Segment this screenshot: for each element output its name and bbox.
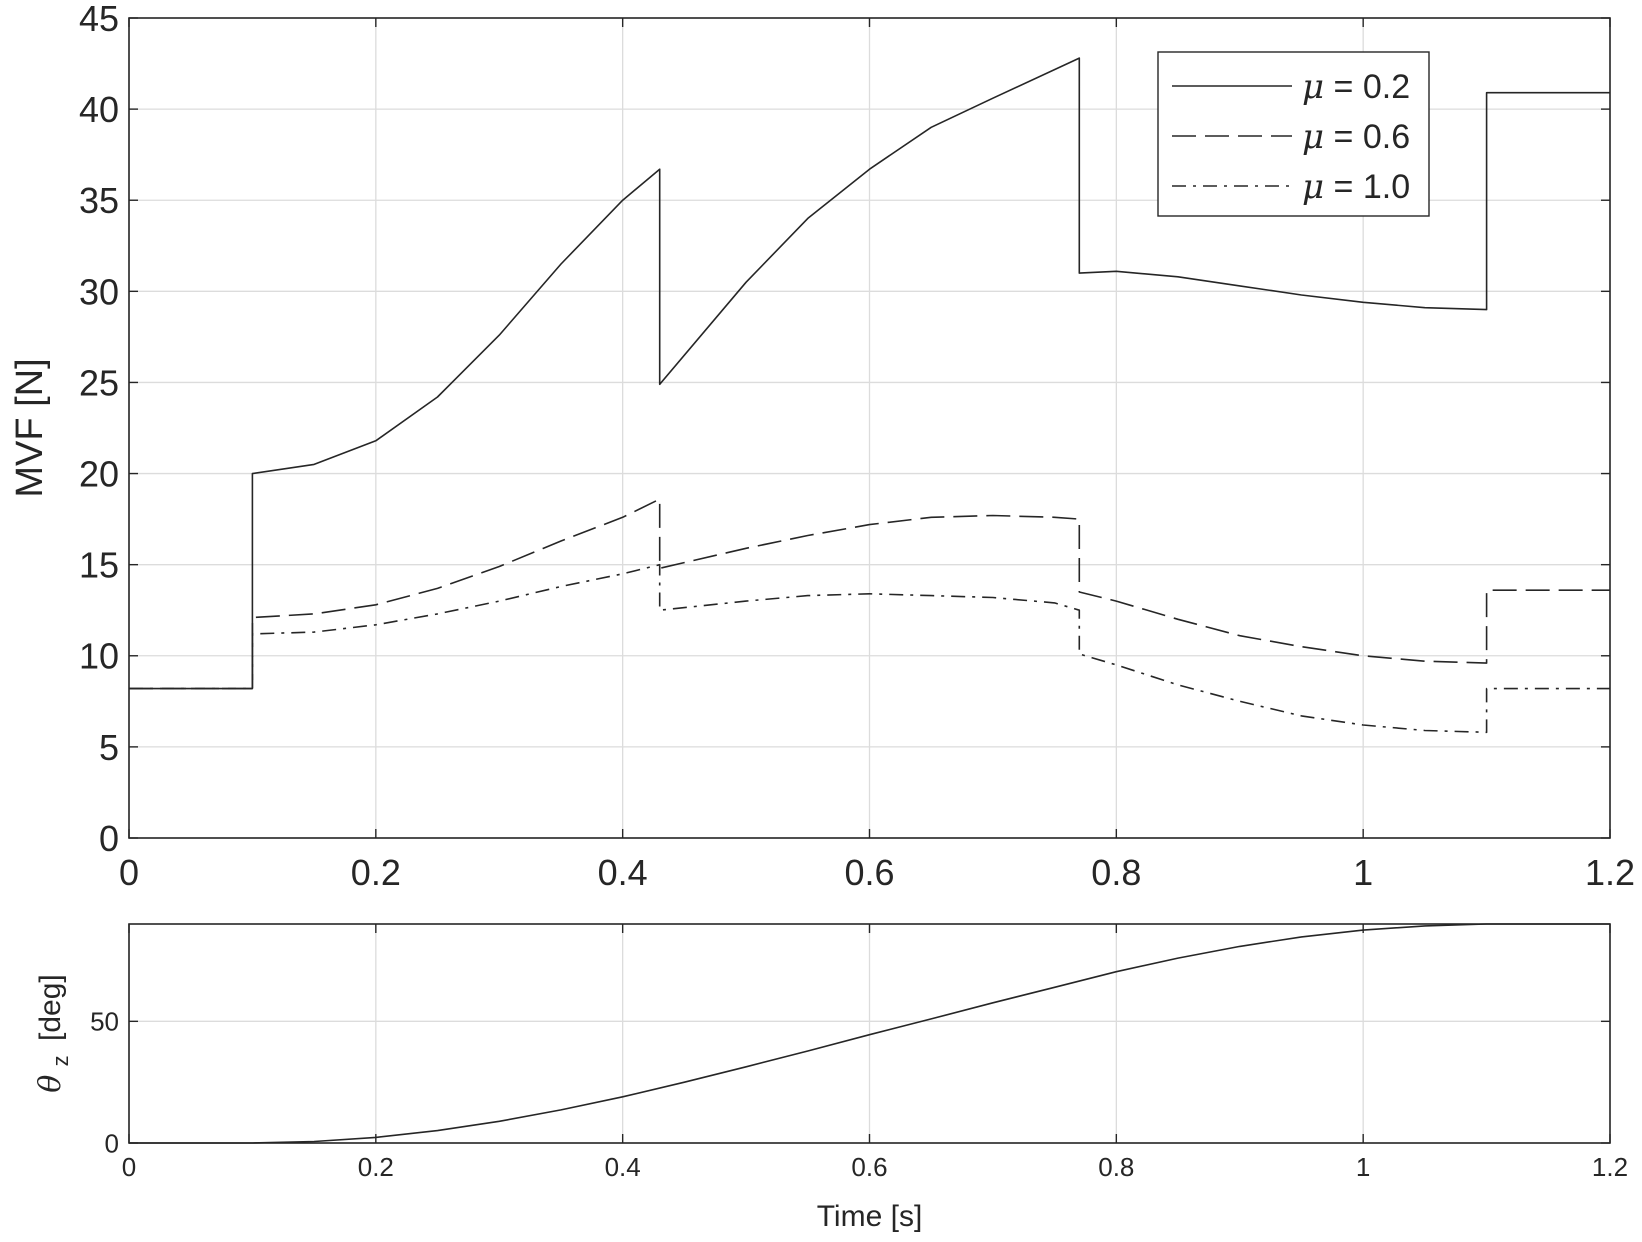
mvf-x-tick-label: 0.2 <box>351 852 401 893</box>
legend-mu-value: = 0.2 <box>1324 68 1410 106</box>
theta-chart: 0 0.2 0.4 0.6 0.8 1 1.2 0 50 Time [s] θ z [deg] <box>33 923 1628 1233</box>
mvf-x-tick-label: 0.6 <box>844 852 894 893</box>
theta-subscript: z <box>48 1055 73 1066</box>
legend-mu-symbol: μ <box>1302 167 1324 207</box>
mvf-y-tick-label: 0 <box>99 818 119 859</box>
mvf-y-tick-label: 30 <box>79 271 119 312</box>
mvf-y-tick-label: 35 <box>79 180 119 221</box>
mvf-chart: 0 0.2 0.4 0.6 0.8 1 1.2 0 5 10 15 20 25 30 35 40 45 MVF … <box>9 0 1635 893</box>
mvf-y-tick-label: 5 <box>99 727 119 768</box>
theta-x-tick-label: 0.2 <box>358 1152 394 1182</box>
theta-unit: [deg] <box>34 974 67 1041</box>
mvf-y-tick-label: 45 <box>79 0 119 39</box>
theta-x-tick-label: 1.2 <box>1592 1152 1628 1182</box>
theta-grid <box>128 924 1611 1144</box>
legend-mu-symbol: μ <box>1302 117 1324 157</box>
mvf-x-tick-label: 0 <box>119 852 139 893</box>
theta-symbol: θ <box>33 1075 68 1093</box>
mvf-x-tick-label: 0.4 <box>598 852 648 893</box>
mvf-y-tick-label: 40 <box>79 89 119 130</box>
theta-ticks: 0 0.2 0.4 0.6 0.8 1 1.2 0 50 <box>90 924 1628 1182</box>
theta-x-tick-label: 0.6 <box>851 1152 887 1182</box>
legend-label-2: μ = 0.6 <box>1302 117 1410 157</box>
legend-label-1: μ = 0.2 <box>1302 67 1410 107</box>
mvf-y-tick-label: 25 <box>79 362 119 403</box>
legend: μ = 0.2μ = 0.6μ = 1.0 <box>1157 51 1430 217</box>
mvf-x-tick-label: 1.2 <box>1585 852 1635 893</box>
theta-x-tick-label: 0.4 <box>605 1152 641 1182</box>
theta-x-axis-label: Time [s] <box>817 1200 923 1233</box>
legend-entries: μ = 0.2μ = 0.6μ = 1.0 <box>1172 67 1410 207</box>
mvf-x-tick-label: 1 <box>1353 852 1373 893</box>
theta-y-tick-label: 0 <box>105 1128 119 1158</box>
legend-box <box>1157 51 1430 217</box>
mvf-series-3-line <box>129 563 1610 734</box>
legend-mu-value: = 1.0 <box>1324 168 1410 206</box>
mvf-ticks: 0 0.2 0.4 0.6 0.8 1 1.2 0 5 10 15 20 25 30 35 40 45 <box>79 0 1635 893</box>
mvf-y-tick-label: 20 <box>79 454 119 495</box>
theta-x-tick-label: 1 <box>1356 1152 1370 1182</box>
theta-x-tick-label: 0.8 <box>1098 1152 1134 1182</box>
mvf-y-tick-label: 10 <box>79 636 119 677</box>
legend-mu-value: = 0.6 <box>1324 118 1410 156</box>
theta-y-axis-label: θ z [deg] <box>33 974 75 1092</box>
mvf-series-1-line <box>129 57 1610 690</box>
mvf-series-group <box>129 57 1610 734</box>
theta-y-tick-label: 50 <box>90 1007 119 1037</box>
legend-label-3: μ = 1.0 <box>1302 167 1410 207</box>
mvf-y-tick-label: 15 <box>79 545 119 586</box>
mvf-x-tick-label: 0.8 <box>1091 852 1141 893</box>
mvf-series-2-line <box>129 498 1610 690</box>
legend-mu-symbol: μ <box>1302 67 1324 107</box>
theta-x-tick-label: 0 <box>122 1152 136 1182</box>
mvf-y-axis-label: MVF [N] <box>9 358 51 497</box>
